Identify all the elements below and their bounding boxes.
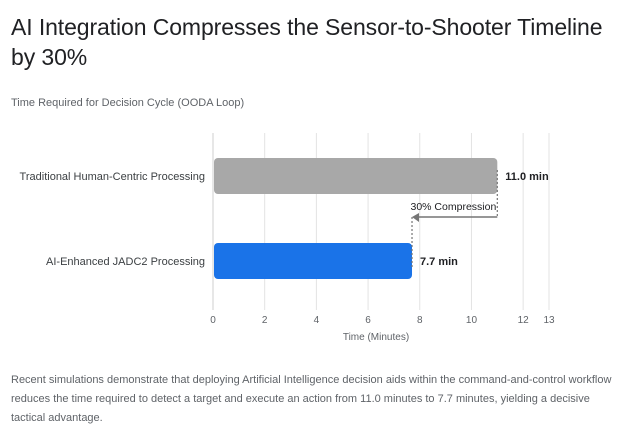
value-label: 11.0 min: [505, 171, 549, 183]
x-tick-label: 13: [543, 315, 555, 326]
annotation-label: 30% Compression: [411, 201, 497, 213]
category-labels: Traditional Human-Centric Processing AI-E…: [20, 171, 205, 268]
x-tick-label: 12: [518, 315, 530, 326]
x-tick-label: 6: [365, 315, 371, 326]
category-label: AI-Enhanced JADC2 Processing: [46, 256, 205, 268]
chart-title: AI Integration Compresses the Sensor-to-…: [11, 14, 603, 70]
x-tick-label: 10: [466, 315, 478, 326]
value-labels: 11.0 min 7.7 min: [420, 171, 549, 268]
caption-text: Recent simulations demonstrate that depl…: [11, 374, 612, 424]
x-tick-label: 2: [262, 315, 268, 326]
x-tick-label: 8: [417, 315, 423, 326]
chart-subtitle: Time Required for Decision Cycle (OODA L…: [11, 97, 245, 109]
bars: [214, 158, 498, 279]
category-label: Traditional Human-Centric Processing: [20, 171, 205, 183]
bar: [214, 158, 498, 194]
x-axis-label: Time (Minutes): [343, 332, 409, 343]
bar-chart: Traditional Human-Centric Processing AI-E…: [20, 133, 555, 343]
arrowhead-icon: [412, 213, 420, 222]
bar: [214, 243, 413, 279]
x-tick-label: 0: [210, 315, 216, 326]
compression-annotation: 30% Compression: [411, 170, 498, 267]
x-tick-label: 4: [314, 315, 320, 326]
x-tick-labels: 0 2 4 6 8 10 12 13: [210, 315, 555, 326]
value-label: 7.7 min: [420, 256, 458, 268]
